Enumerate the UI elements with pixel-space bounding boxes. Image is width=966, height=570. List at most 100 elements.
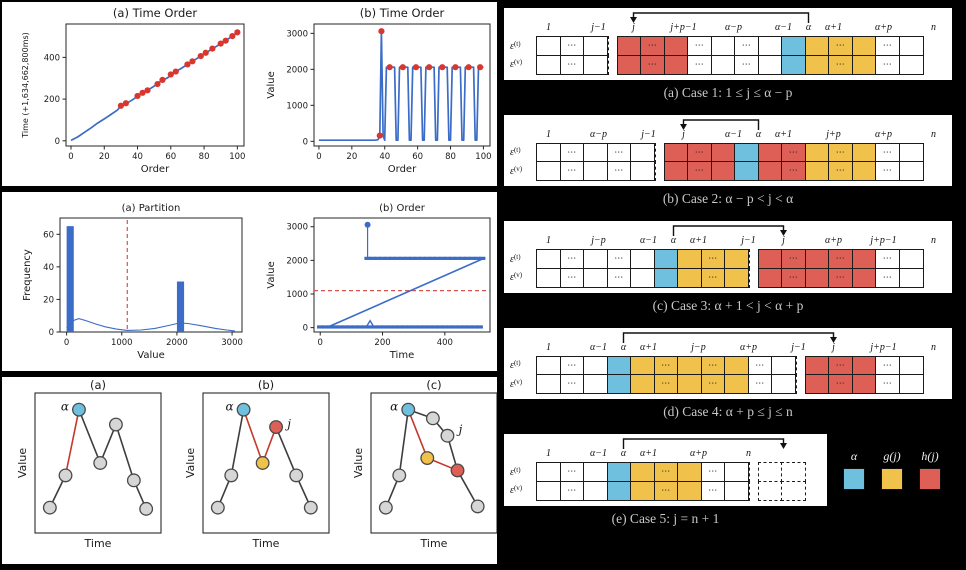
plot-frame: [313, 217, 491, 333]
graph-node-gray: [139, 501, 154, 516]
swap-arrow: [680, 118, 760, 130]
array-cell: ⋯: [606, 161, 632, 181]
array-cell: [583, 355, 608, 376]
axis-text: 3000: [286, 29, 308, 39]
arrowhead-icon: [830, 336, 837, 343]
array-cell: ⋯: [828, 36, 853, 56]
array-cell: ⋯: [559, 480, 585, 501]
array-cell: ⋯: [875, 249, 900, 269]
x-axis-label: Value: [137, 350, 164, 361]
graph-node-yellow: [420, 451, 435, 465]
col-label: 1: [546, 235, 551, 246]
array-cell: [583, 480, 608, 501]
array-cell: [677, 374, 702, 394]
plot-frame: [65, 23, 245, 147]
col-label: α+p: [825, 235, 842, 246]
col-label: α−p: [725, 22, 742, 33]
array-cell: [630, 480, 655, 501]
array-cell: [710, 54, 736, 75]
axis-text: 40: [379, 152, 390, 162]
array-row: ε (v) ⋯ ⋯ ⋯ ⋯ ⋯ ⋯: [510, 54, 946, 75]
array-cell: [536, 249, 561, 269]
plot-frame: [59, 217, 243, 333]
axis-text: 100: [475, 152, 491, 162]
chart-title: (b) Order: [379, 203, 426, 214]
col-label: 1: [546, 341, 551, 353]
array-cell: [734, 161, 759, 181]
array-cell: [536, 161, 561, 181]
graph-node-cyan: [72, 402, 86, 417]
row-label-epsilon: ε (t): [510, 252, 521, 265]
col-label: j: [632, 22, 635, 33]
array-cell: [851, 355, 877, 376]
col-label: j−p: [691, 341, 706, 353]
lower-value-row: [317, 325, 483, 329]
array-cell: [724, 355, 749, 376]
array-cell: ⋯: [700, 355, 726, 376]
array-cell: [851, 161, 877, 181]
array-cell: [710, 36, 736, 56]
array-cell: [710, 161, 736, 181]
axis-text: 40: [132, 152, 143, 162]
graph-title: (a): [90, 378, 106, 392]
array-cell: [663, 36, 689, 56]
array-cell: ⋯: [687, 161, 712, 181]
axis-text: 0: [303, 137, 308, 147]
case-4-array: 1 α−1 α α+1 j−p α+p j−1 j j+p−1 n ε (t) ⋯ ⋯ ⋯ ⋯ ⋯ ⋯ ε (v) ⋯ ⋯…: [504, 327, 952, 399]
legend-label: g(j): [883, 449, 901, 464]
chart-title: (a) Time Order: [113, 6, 197, 20]
array-cell: [804, 36, 830, 56]
array-cell: ⋯: [734, 36, 759, 56]
y-axis-label: Value: [352, 448, 365, 478]
array-cell: ⋯: [559, 161, 585, 181]
col-label: j−1: [641, 128, 656, 140]
array-cell: [630, 267, 655, 288]
array-cell: ⋯: [875, 36, 900, 56]
array-cell: [536, 374, 561, 394]
array-cell: [653, 267, 679, 288]
array-cell: [724, 249, 749, 269]
array-cell: [583, 249, 608, 269]
case-5-block: 1 α−1 α α+1 α+p n ε (t) ⋯ ⋯ ⋯ ε (v) ⋯ ⋯ ⋯ α g(j) h(j) (e)…: [504, 434, 962, 528]
array-cell: ⋯: [781, 161, 806, 181]
axis-text: 60: [165, 152, 176, 162]
axis-text: 1000: [286, 290, 308, 300]
graph-edge: [230, 409, 245, 476]
array-row: ε (t) ⋯ ⋯ ⋯ ⋯ ⋯ ⋯: [510, 142, 946, 163]
col-label: j−p: [591, 235, 606, 246]
array-cell: ⋯: [606, 249, 632, 269]
array-cell: [781, 36, 806, 56]
array-cell: [804, 249, 830, 269]
array-cell: [724, 374, 749, 394]
array-cell: ⋯: [828, 249, 853, 269]
col-label: α: [620, 341, 627, 353]
graph-edge: [78, 409, 101, 464]
legend-item-red: h(j): [919, 449, 941, 491]
case-caption: (a) Case 1: 1 ≤ j ≤ α − p: [663, 84, 793, 100]
array-cell: ⋯: [559, 374, 585, 394]
row-label-epsilon: ε (v): [510, 377, 523, 390]
array-cell: [757, 462, 783, 482]
y-axis-label: Value: [184, 448, 197, 478]
col-label: n: [931, 235, 936, 246]
array-cell: [606, 462, 632, 482]
row-label-epsilon: ε (v): [510, 271, 523, 283]
node-label: j: [284, 417, 291, 431]
graph-edge: [115, 424, 135, 481]
array-cell: [781, 480, 806, 501]
array-cell: [606, 374, 632, 394]
col-label: α: [620, 448, 627, 459]
legend-swatch-red: [919, 468, 941, 491]
legend-item-yellow: g(j): [881, 449, 903, 491]
array-cell: [536, 142, 561, 163]
col-label: j: [782, 235, 785, 246]
array-cell: [898, 374, 924, 394]
array-cell: ⋯: [559, 142, 585, 163]
array-cell: [583, 462, 608, 482]
array-cell: ⋯: [828, 54, 853, 75]
swap-arrow: [622, 331, 837, 343]
array-cell: [724, 462, 749, 482]
array-cell: ⋯: [640, 36, 665, 56]
